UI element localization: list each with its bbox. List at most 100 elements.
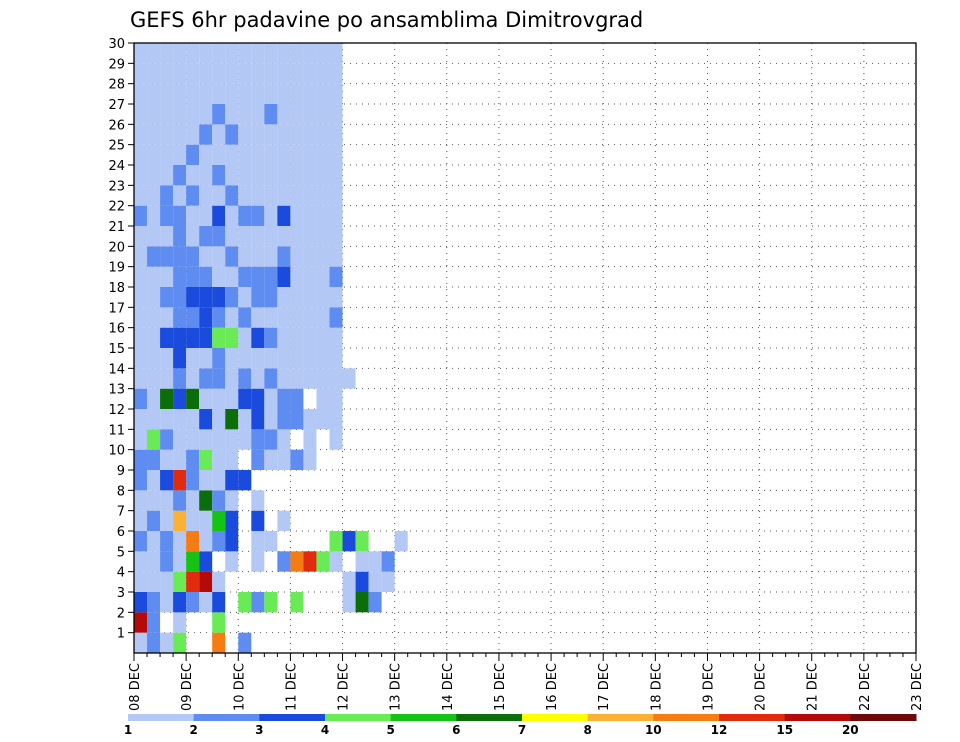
heat-cell [303,205,317,226]
heat-cell [290,327,304,348]
colorbar-swatch [390,714,457,721]
heat-cell [251,490,265,511]
heat-cell [290,83,304,104]
heat-cell [147,287,161,308]
heat-cell [303,124,317,145]
heat-cell [134,429,148,450]
heat-cell [173,592,187,613]
heat-cell [316,43,330,64]
heat-cell [134,510,148,531]
heat-cell [316,205,330,226]
heat-cell [355,592,369,613]
heat-cell [290,104,304,125]
x-tick-label: 19 DEC [702,663,717,711]
heat-cell [264,124,278,145]
heat-cell [264,592,278,613]
heat-cell [147,83,161,104]
heat-cell [303,246,317,267]
colorbar-swatch [784,714,851,721]
heat-cell [199,287,213,308]
heat-cell [329,266,343,287]
heat-cell [186,470,200,491]
heat-cell [316,185,330,206]
heat-cell [212,246,226,267]
heat-cell [251,510,265,531]
heat-cell [329,287,343,308]
colorbar-label: 12 [711,723,728,737]
heat-cell [290,388,304,409]
heat-cell [173,124,187,145]
heat-cell [160,246,174,267]
heat-cell [173,571,187,592]
heat-cell [290,226,304,247]
heat-cell [329,63,343,84]
heat-cell [329,83,343,104]
heat-cell [212,429,226,450]
heat-cell [147,531,161,552]
heat-cell [251,185,265,206]
heat-cell [212,409,226,430]
heat-cell [173,185,187,206]
heat-cell [173,165,187,186]
heat-cell [199,531,213,552]
heat-cell [303,551,317,572]
x-tick-label: 21 DEC [806,663,821,711]
heat-cell [186,368,200,389]
heat-cell [277,287,291,308]
heat-cell [160,592,174,613]
heat-cell [225,144,239,165]
heat-cell [238,592,252,613]
heat-cell [173,531,187,552]
heat-cell [199,144,213,165]
heat-cell [238,388,252,409]
heat-cell [277,429,291,450]
heat-cell [368,571,382,592]
heat-cell [212,571,226,592]
heat-cell [160,571,174,592]
heat-cell [199,266,213,287]
heat-cell [264,165,278,186]
heat-cell [199,449,213,470]
heat-cell [238,632,252,653]
heat-cell [303,104,317,125]
heat-cell [134,185,148,206]
heat-cell [147,327,161,348]
heat-cell [225,429,239,450]
heat-cell [238,287,252,308]
heat-cell [134,246,148,267]
heat-cell [160,470,174,491]
heat-cell [264,246,278,267]
heat-cell [277,83,291,104]
heat-cell [160,510,174,531]
heat-cell [160,307,174,328]
heat-cell [212,470,226,491]
colorbar-label: 8 [584,723,592,737]
heat-cell [212,104,226,125]
heat-cell [290,287,304,308]
heat-cell [186,83,200,104]
colorbar-label: 10 [645,723,662,737]
heat-cell [147,632,161,653]
heat-cell [186,185,200,206]
heat-cell [238,104,252,125]
heat-cell [160,531,174,552]
heat-cell [134,388,148,409]
colorbar-label: 1 [124,723,132,737]
heat-cell [134,124,148,145]
heat-cell [147,144,161,165]
heat-cell [342,368,356,389]
colorbar-swatch [259,714,326,721]
heat-cell [160,348,174,369]
heat-cell [251,246,265,267]
heat-cell [264,388,278,409]
heat-cell [264,327,278,348]
heat-cell [212,531,226,552]
heat-cell [134,287,148,308]
heat-cell [316,327,330,348]
x-tick-label: 15 DEC [493,663,508,711]
heat-cell [173,612,187,633]
heat-cell [238,144,252,165]
heat-cell [225,124,239,145]
heat-cell [303,144,317,165]
heat-cell [199,43,213,64]
